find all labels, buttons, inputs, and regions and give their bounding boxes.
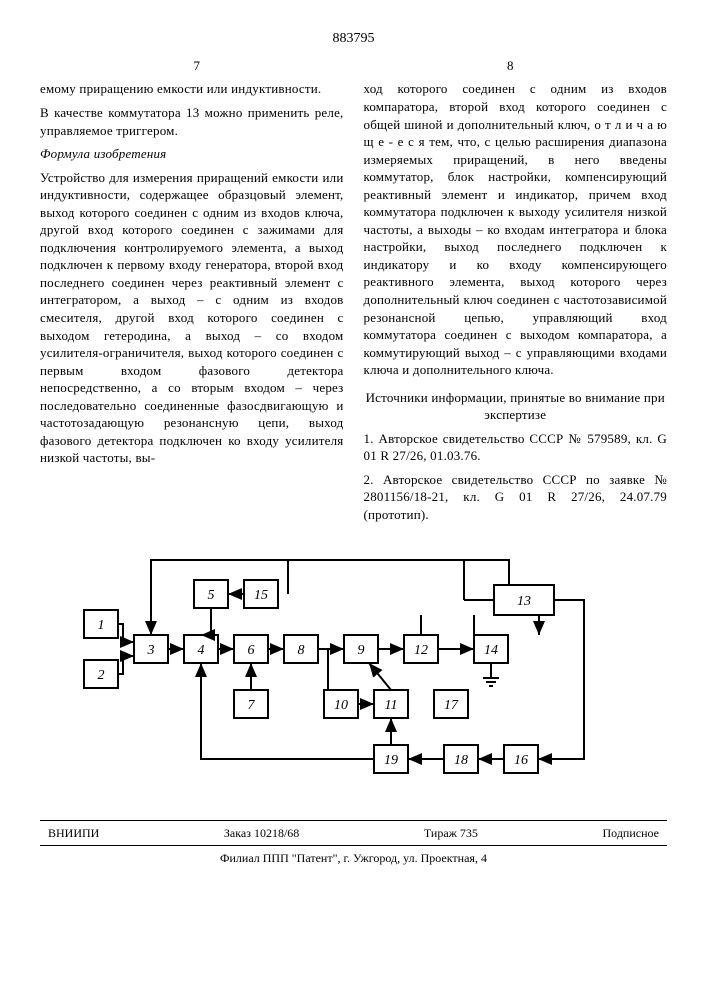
svg-text:19: 19 [384, 753, 398, 768]
imprint-footer: ВНИИПИ Заказ 10218/68 Тираж 735 Подписно… [40, 820, 667, 866]
svg-text:5: 5 [207, 588, 214, 603]
page-left: 7 [40, 57, 354, 75]
svg-text:2: 2 [97, 668, 104, 683]
footer-org: ВНИИПИ [48, 825, 99, 841]
page-right: 8 [354, 57, 668, 75]
svg-text:14: 14 [484, 643, 498, 658]
svg-text:16: 16 [514, 753, 528, 768]
block-diagram: 12345678910111213141516171819 [64, 550, 644, 800]
left-column: емому приращению емкости или индуктивнос… [40, 80, 344, 529]
footer-sign: Подписное [603, 825, 660, 841]
svg-text:13: 13 [517, 594, 531, 609]
svg-text:9: 9 [357, 643, 364, 658]
svg-text:15: 15 [254, 588, 268, 603]
text-columns: емому приращению емкости или индуктивнос… [40, 80, 667, 529]
page-numbers: 7 8 [40, 57, 667, 75]
svg-text:1: 1 [97, 618, 104, 633]
svg-text:18: 18 [454, 753, 468, 768]
formula-title: Формула изобретения [40, 145, 344, 163]
svg-text:6: 6 [247, 643, 254, 658]
svg-text:7: 7 [247, 698, 255, 713]
para: В качестве коммутатора 13 можно применит… [40, 104, 344, 139]
svg-text:12: 12 [414, 643, 428, 658]
svg-text:10: 10 [334, 698, 348, 713]
svg-text:11: 11 [384, 698, 397, 713]
svg-text:3: 3 [146, 643, 154, 658]
svg-text:4: 4 [197, 643, 204, 658]
source-ref: 2. Авторское свидетельство СССР по заявк… [364, 471, 668, 524]
source-ref: 1. Авторское свидетельство СССР № 579589… [364, 430, 668, 465]
para-claim: Устройство для измерения приращений емко… [40, 169, 344, 467]
svg-text:8: 8 [297, 643, 304, 658]
sources-title: Источники информации, принятые во вниман… [364, 389, 668, 424]
footer-order: Заказ 10218/68 [224, 825, 299, 841]
right-column: ход которого соединен с одним из входов … [364, 80, 668, 529]
doc-number: 883795 [40, 30, 667, 49]
footer-tirazh: Тираж 735 [424, 825, 478, 841]
para-claim-cont: ход которого соединен с одним из входов … [364, 80, 668, 378]
svg-text:17: 17 [444, 698, 459, 713]
footer-addr: Филиал ППП "Патент", г. Ужгород, ул. Про… [40, 850, 667, 866]
para: емому приращению емкости или индуктивнос… [40, 80, 344, 98]
